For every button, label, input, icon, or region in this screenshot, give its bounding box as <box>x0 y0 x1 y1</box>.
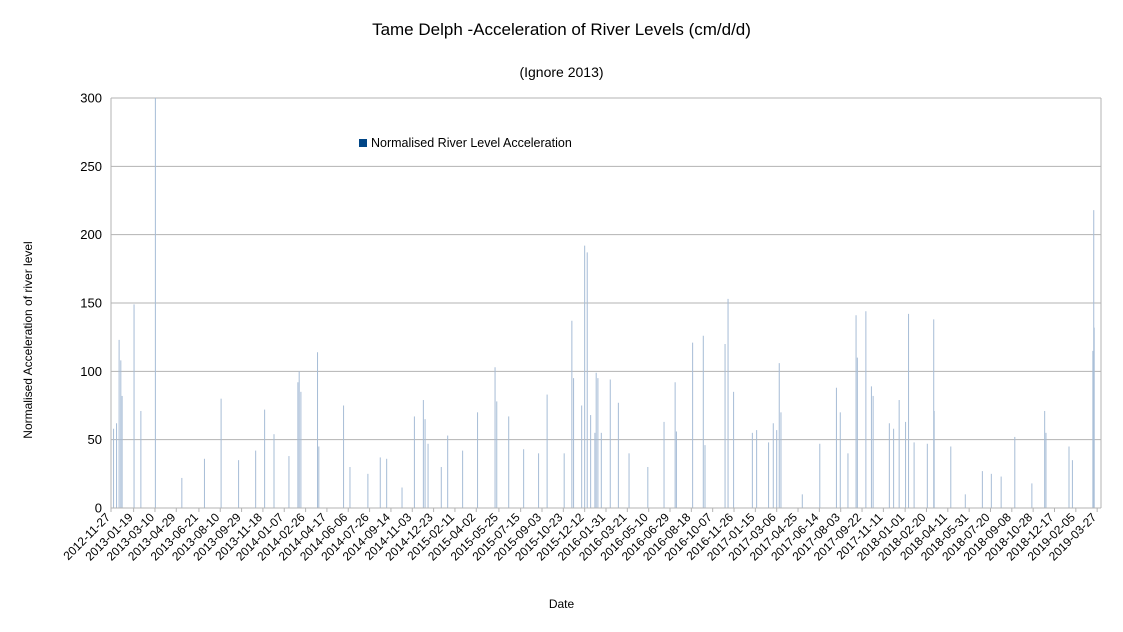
y-tick-labels: 0 50 100 150 200 250 300 <box>80 91 102 516</box>
axes <box>110 98 1102 512</box>
chart-title: Tame Delph -Acceleration of River Levels… <box>372 20 751 39</box>
y-tick-label: 150 <box>80 296 102 311</box>
y-tick-label: 0 <box>95 501 102 516</box>
bar-series <box>113 98 1095 508</box>
y-tick-label: 50 <box>88 432 102 447</box>
x-axis-title: Date <box>548 597 575 611</box>
x-tick-labels: 2012-11-272013-01-192013-03-102013-04-29… <box>60 510 1099 564</box>
y-tick-label: 250 <box>80 159 102 174</box>
legend: Normalised River Level Acceleration <box>359 136 572 150</box>
gridlines <box>111 97 1101 509</box>
y-tick-label: 300 <box>80 91 102 106</box>
y-tick-label: 100 <box>80 364 102 379</box>
legend-swatch <box>359 139 367 147</box>
legend-label: Normalised River Level Acceleration <box>371 136 572 150</box>
chart-subtitle: (Ignore 2013) <box>519 64 604 80</box>
y-tick-label: 200 <box>80 227 102 242</box>
